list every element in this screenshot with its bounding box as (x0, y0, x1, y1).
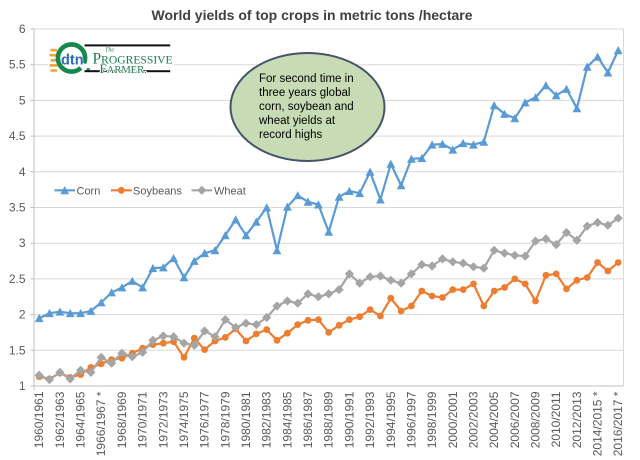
svg-text:1986/1987: 1986/1987 (301, 391, 315, 448)
svg-text:5: 5 (19, 93, 26, 107)
svg-text:World yields of top crops in m: World yields of top crops in metric tons… (151, 7, 472, 23)
svg-text:corn, soybean and: corn, soybean and (259, 101, 354, 113)
svg-text:1980/1981: 1980/1981 (239, 391, 253, 448)
svg-text:2002/2003: 2002/2003 (467, 391, 481, 448)
svg-text:2016/2017 *: 2016/2017 * (611, 391, 625, 456)
svg-text:wheat yields at: wheat yields at (258, 115, 336, 127)
svg-text:3.5: 3.5 (9, 201, 26, 215)
svg-text:1974/1975: 1974/1975 (177, 391, 191, 448)
svg-text:1998/1999: 1998/1999 (425, 391, 439, 448)
svg-text:2006/2007: 2006/2007 (508, 391, 522, 448)
svg-text:3: 3 (19, 236, 26, 250)
svg-text:2: 2 (19, 308, 26, 322)
svg-text:1972/1973: 1972/1973 (156, 391, 170, 448)
svg-text:1990/1991: 1990/1991 (342, 391, 356, 448)
svg-text:2012/2013: 2012/2013 (570, 391, 584, 448)
svg-text:2.5: 2.5 (9, 272, 26, 286)
svg-text:The: The (105, 48, 114, 54)
svg-text:2000/2001: 2000/2001 (446, 391, 460, 448)
svg-text:Corn: Corn (77, 185, 101, 197)
svg-text:4.5: 4.5 (9, 129, 26, 143)
svg-text:1982/1983: 1982/1983 (260, 391, 274, 448)
svg-text:1970/1971: 1970/1971 (136, 391, 150, 448)
svg-text:5.5: 5.5 (9, 58, 26, 72)
svg-text:For second time in: For second time in (259, 73, 354, 85)
svg-text:Soybeans: Soybeans (133, 185, 182, 197)
svg-text:1996/1997: 1996/1997 (404, 391, 418, 448)
svg-text:three years global: three years global (259, 87, 350, 99)
svg-text:dtn: dtn (61, 53, 84, 69)
svg-text:4: 4 (19, 165, 26, 179)
svg-text:1994/1995: 1994/1995 (384, 391, 398, 448)
svg-text:1968/1969: 1968/1969 (115, 391, 129, 448)
svg-text:2004/2005: 2004/2005 (487, 391, 501, 448)
svg-text:1966/1967 *: 1966/1967 * (94, 391, 108, 456)
svg-text:1: 1 (19, 379, 26, 393)
svg-text:record highs: record highs (259, 129, 323, 141)
svg-text:1984/1985: 1984/1985 (280, 391, 294, 448)
svg-text:1962/1963: 1962/1963 (53, 391, 67, 448)
svg-text:Wheat: Wheat (214, 185, 246, 197)
svg-text:2014/2015 *: 2014/2015 * (591, 391, 605, 456)
svg-text:FARMER.: FARMER. (100, 61, 147, 76)
svg-text:1988/1989: 1988/1989 (322, 391, 336, 448)
svg-text:1992/1993: 1992/1993 (363, 391, 377, 448)
svg-text:2010/2011: 2010/2011 (549, 391, 563, 447)
svg-text:1978/1979: 1978/1979 (218, 391, 232, 448)
svg-text:1.5: 1.5 (9, 343, 26, 357)
svg-text:1960/1961: 1960/1961 (32, 391, 46, 448)
svg-text:1964/1965: 1964/1965 (74, 391, 88, 448)
svg-text:2008/2009: 2008/2009 (529, 391, 543, 448)
svg-text:1976/1977: 1976/1977 (198, 391, 212, 448)
svg-text:PROGRESSIVE: PROGRESSIVE (93, 51, 173, 68)
svg-text:6: 6 (19, 22, 26, 36)
